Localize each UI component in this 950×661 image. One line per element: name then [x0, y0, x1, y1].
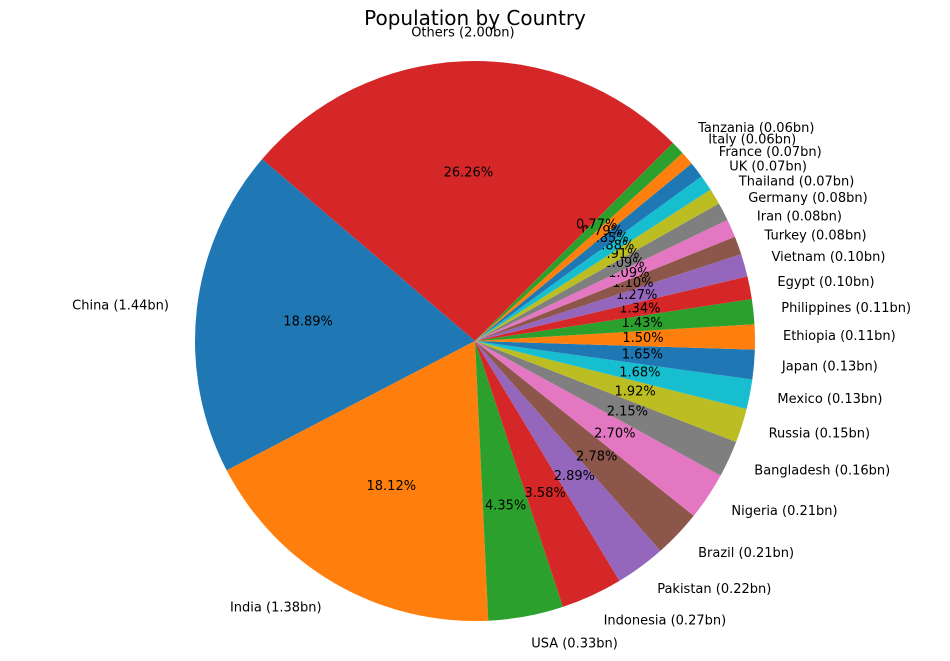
slice-label: Iran (0.08bn) [757, 210, 842, 225]
pie-slice [475, 189, 719, 341]
slice-percent: 0.77% [576, 218, 617, 233]
pie-slice [475, 341, 620, 607]
slice-percent: 1.65% [622, 348, 663, 363]
slice-label: Russia (0.15bn) [769, 427, 871, 442]
chart-title: Population by Country [364, 6, 586, 30]
slice-percent: 18.89% [283, 315, 333, 330]
pie-slice [475, 341, 563, 621]
slice-percent: 2.78% [576, 449, 617, 464]
slice-label: UK (0.07bn) [729, 160, 807, 175]
slice-label: France (0.07bn) [719, 145, 822, 160]
slice-label: Nigeria (0.21bn) [731, 504, 837, 519]
slice-label: Vietnam (0.10bn) [772, 250, 886, 265]
slice-label: India (1.38bn) [230, 601, 322, 616]
pie-slice [226, 341, 489, 622]
slice-label: Others (2.00bn) [411, 26, 514, 41]
pie-slice [475, 341, 747, 442]
slice-label: Philippines (0.11bn) [781, 301, 911, 316]
pie-slice [475, 341, 661, 581]
pie-slice [475, 299, 755, 341]
pie-slice [475, 153, 692, 341]
slice-percent: 1.34% [619, 302, 660, 317]
slice-percent: 2.89% [554, 469, 595, 484]
pie-slice [475, 324, 756, 350]
pie-slice [475, 276, 752, 341]
pie-slice [475, 341, 755, 380]
slice-label: Brazil (0.21bn) [698, 546, 794, 561]
pie-slice [475, 143, 683, 341]
pie-slice [475, 219, 735, 341]
pie-slice [475, 341, 737, 476]
slice-percent: 1.92% [614, 384, 655, 399]
pie-slice [475, 176, 711, 341]
pie-slice [475, 203, 728, 341]
slice-label: Germany (0.08bn) [748, 191, 867, 206]
pie-slice [475, 341, 721, 516]
slice-label: Thailand (0.07bn) [738, 175, 855, 190]
pie-slice [262, 60, 673, 342]
pie-slice [475, 163, 702, 341]
slice-percent: 1.68% [619, 366, 660, 381]
pie-slice [194, 159, 475, 471]
slice-percent: 2.70% [594, 427, 635, 442]
pie-slice [475, 341, 753, 409]
slice-percent: 2.15% [607, 404, 648, 419]
slice-label: Japan (0.13bn) [781, 360, 878, 375]
slice-label: Pakistan (0.22bn) [657, 582, 771, 597]
slice-percent: 1.50% [622, 331, 663, 346]
slice-label: Bangladesh (0.16bn) [754, 463, 890, 478]
slice-label: Ethiopia (0.11bn) [783, 329, 896, 344]
slice-percent: 18.12% [367, 479, 417, 494]
slice-percent: 1.27% [616, 288, 657, 303]
pie-slice [475, 341, 694, 551]
pie-slice [475, 254, 748, 341]
slice-percent: 4.35% [485, 499, 526, 514]
slice-label: Indonesia (0.27bn) [604, 613, 727, 628]
slice-percent: 1.43% [621, 316, 662, 331]
slice-label: Mexico (0.13bn) [777, 392, 882, 407]
slice-label: Italy (0.06bn) [708, 133, 796, 148]
slice-percent: 3.58% [525, 486, 566, 501]
slice-label: Tanzania (0.06bn) [697, 121, 814, 136]
slice-label: China (1.44bn) [72, 299, 169, 314]
slice-label: Turkey (0.08bn) [764, 228, 867, 243]
slice-label: USA (0.33bn) [531, 636, 618, 651]
pie-slice [475, 236, 742, 341]
slice-label: Egypt (0.10bn) [777, 275, 874, 290]
slice-percent: 26.26% [444, 166, 494, 181]
